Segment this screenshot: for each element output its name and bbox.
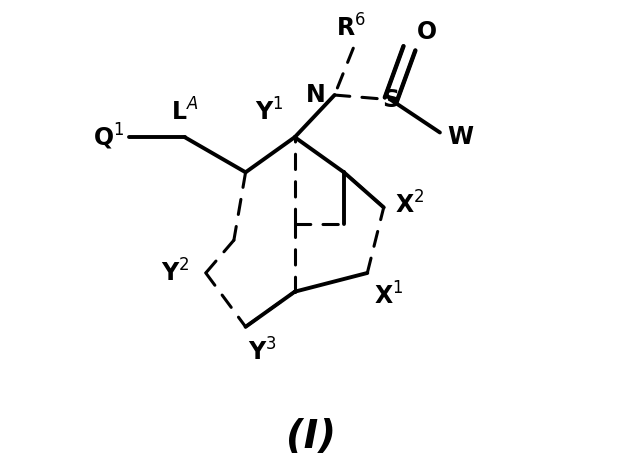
Text: S: S xyxy=(382,88,399,112)
Text: R$^{6}$: R$^{6}$ xyxy=(336,14,366,41)
Text: W: W xyxy=(447,125,473,149)
Text: Y$^{2}$: Y$^{2}$ xyxy=(161,260,189,286)
Text: X$^{2}$: X$^{2}$ xyxy=(395,192,425,219)
Text: X$^{1}$: X$^{1}$ xyxy=(374,282,404,309)
Text: N: N xyxy=(305,83,325,107)
Text: Y$^{3}$: Y$^{3}$ xyxy=(248,339,276,365)
Text: O: O xyxy=(417,19,437,43)
Text: L$^{A}$: L$^{A}$ xyxy=(171,98,199,125)
Text: Y$^{1}$: Y$^{1}$ xyxy=(254,98,283,125)
Text: (I): (I) xyxy=(286,418,336,456)
Text: Q$^{1}$: Q$^{1}$ xyxy=(93,122,124,152)
